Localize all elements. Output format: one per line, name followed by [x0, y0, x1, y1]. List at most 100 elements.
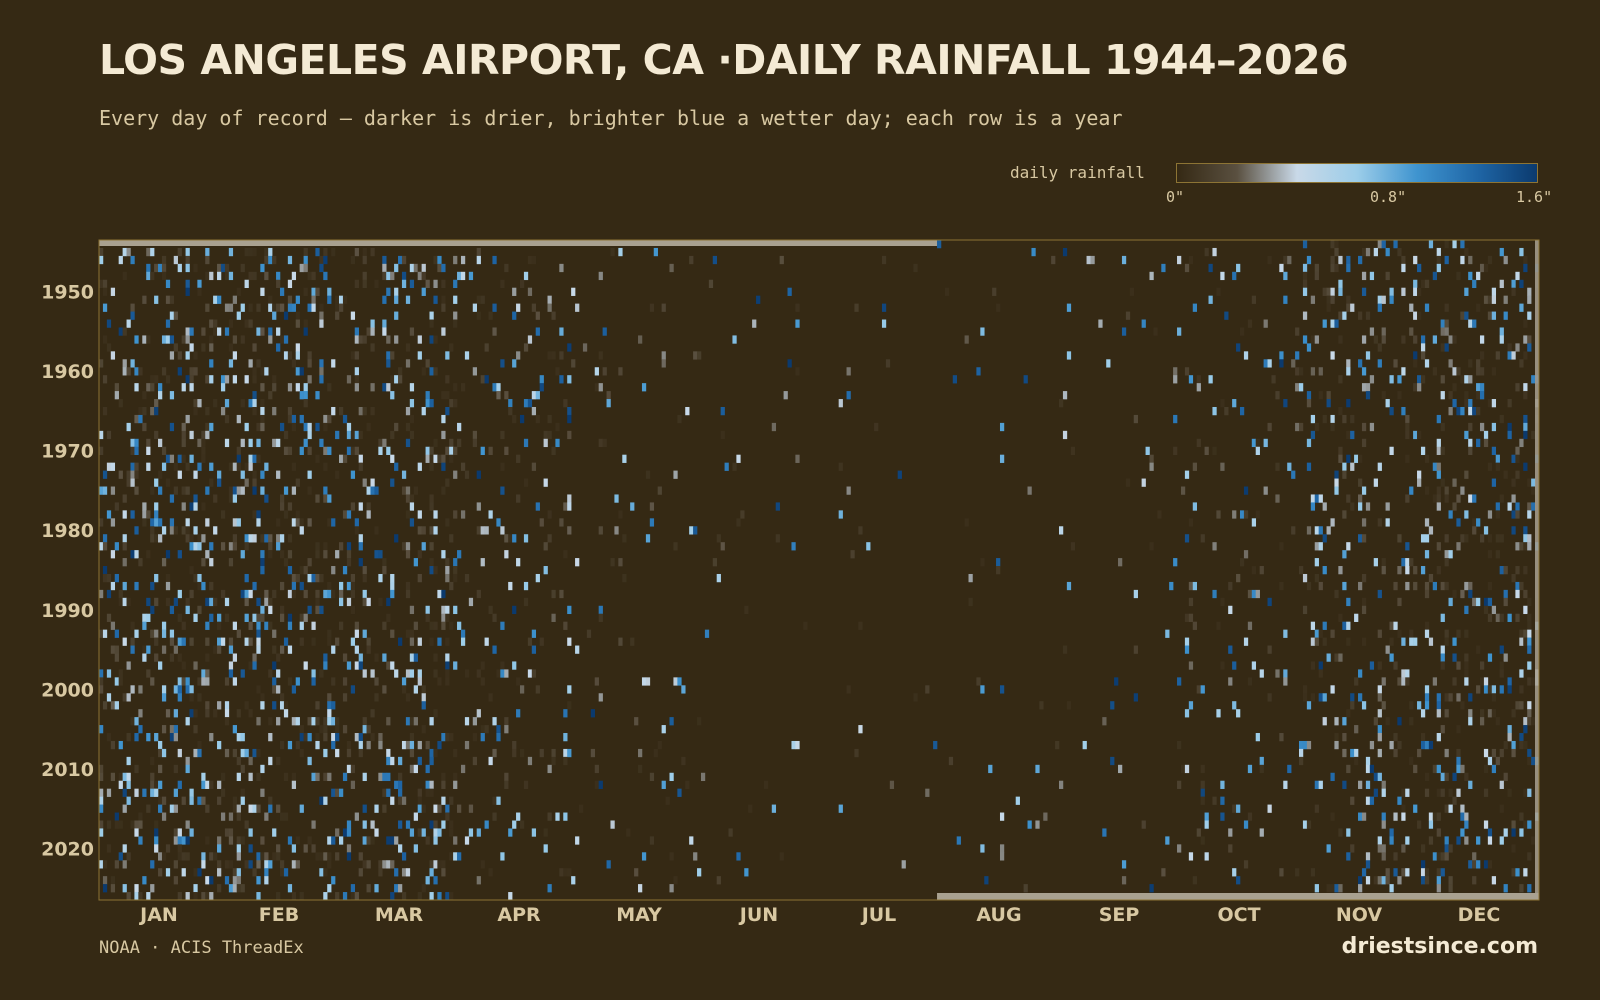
rain-cell — [224, 717, 230, 726]
rain-cell — [362, 478, 367, 487]
rain-cell — [437, 454, 442, 463]
rain-cell — [1436, 542, 1441, 551]
rain-cell — [1310, 868, 1316, 877]
rain-cell — [445, 446, 450, 455]
rain-cell — [598, 613, 603, 622]
rain-cell — [638, 884, 643, 893]
rain-cell — [1358, 359, 1363, 368]
rain-cell — [1216, 510, 1221, 519]
rain-cell — [287, 589, 293, 599]
rain-cell — [319, 359, 324, 368]
rain-cell — [130, 470, 135, 479]
rain-cell — [1420, 740, 1426, 750]
rain-cell — [1483, 677, 1489, 686]
rain-cell — [382, 558, 387, 567]
rain-cell — [264, 462, 269, 471]
rain-cell — [287, 351, 293, 360]
rain-cell — [1377, 589, 1382, 599]
rain-cell — [1440, 868, 1445, 877]
rain-cell — [346, 748, 352, 758]
rain-cell — [1464, 375, 1469, 384]
rain-cell — [272, 661, 277, 670]
rain-cell — [437, 740, 442, 750]
rain-cell — [771, 422, 777, 432]
rain-cell — [1413, 279, 1418, 289]
rain-cell — [217, 780, 222, 789]
rain-cell — [445, 661, 450, 670]
rain-cell — [134, 446, 139, 455]
rain-cell — [453, 255, 458, 265]
rain-cell — [161, 335, 167, 344]
rain-cell — [1476, 391, 1481, 400]
rain-cell — [201, 327, 206, 336]
rain-cell — [535, 573, 540, 583]
rain-cell — [154, 788, 159, 797]
rain-cell — [1149, 462, 1154, 471]
rain-cell — [405, 820, 411, 829]
rain-cell — [99, 518, 104, 527]
rain-cell — [1330, 351, 1335, 360]
rain-cell — [173, 597, 178, 607]
rain-cell — [244, 247, 249, 257]
rain-cell — [201, 558, 206, 567]
rain-cell — [307, 470, 312, 479]
rain-cell — [1314, 573, 1319, 583]
rain-cell — [390, 573, 395, 583]
rain-cell — [1531, 478, 1536, 487]
rain-cell — [1515, 446, 1520, 455]
rain-cell — [594, 367, 599, 376]
rain-cell — [1432, 581, 1437, 591]
rain-cell — [1188, 581, 1194, 591]
rain-cell — [641, 852, 647, 861]
rain-cell — [453, 510, 458, 519]
rain-cell — [236, 804, 241, 813]
rain-cell — [1420, 709, 1426, 718]
rain-cell — [209, 597, 214, 607]
rain-cell — [228, 637, 234, 646]
rain-cell — [1173, 375, 1178, 384]
rain-cell — [264, 597, 269, 607]
rain-cell — [260, 327, 265, 336]
rain-cell — [276, 518, 281, 527]
rain-cell — [1302, 605, 1308, 615]
rain-cell — [952, 375, 957, 384]
rain-cell — [370, 327, 375, 336]
rain-cell — [327, 295, 332, 304]
rain-cell — [193, 884, 198, 893]
rain-cell — [1424, 581, 1430, 591]
rain-cell — [1389, 406, 1394, 416]
rain-cell — [1133, 414, 1138, 424]
rain-cell — [641, 677, 647, 686]
rain-cell — [1448, 406, 1453, 416]
rain-cell — [787, 359, 792, 368]
brand-link[interactable]: driestsince.com — [1341, 934, 1538, 959]
rain-cell — [1483, 748, 1489, 758]
rain-cell — [464, 669, 470, 678]
rain-cell — [303, 566, 308, 575]
rain-cell — [1472, 876, 1477, 885]
rain-cell — [193, 709, 198, 718]
rain-cell — [468, 828, 474, 837]
rain-cell — [999, 844, 1005, 853]
rain-cell — [1184, 470, 1190, 479]
rain-cell — [1503, 828, 1508, 837]
rain-cell — [244, 748, 249, 758]
rain-cell — [547, 351, 552, 360]
rain-cell — [299, 367, 304, 376]
rain-cell — [240, 303, 245, 312]
rain-cell — [838, 804, 843, 813]
rain-cell — [563, 733, 568, 742]
rain-cell — [102, 542, 108, 551]
rain-cell — [1389, 884, 1394, 893]
rain-cell — [122, 693, 127, 702]
rain-cell — [154, 430, 159, 440]
rain-cell — [358, 406, 363, 416]
rain-cell — [441, 613, 446, 622]
rain-cell — [260, 764, 265, 774]
rain-cell — [476, 502, 481, 511]
legend-label: daily rainfall — [1010, 163, 1145, 182]
rain-cell — [1239, 406, 1245, 416]
rain-cell — [118, 820, 123, 829]
rain-cell — [598, 351, 603, 360]
rain-cell — [189, 502, 194, 511]
